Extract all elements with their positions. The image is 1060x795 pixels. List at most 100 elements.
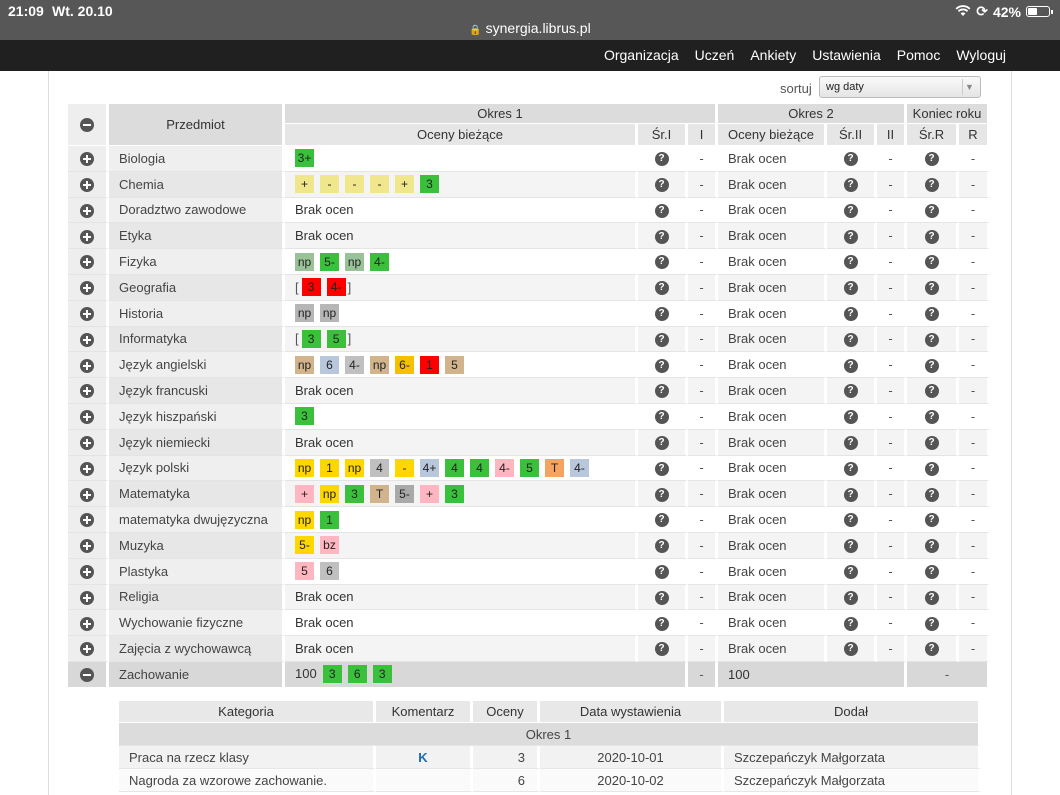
grade-badge[interactable]: 5- [395,484,414,503]
avg2-cell[interactable]: ? [827,352,877,379]
avg2-cell[interactable]: ? [827,481,877,508]
avg2-cell[interactable]: ? [827,584,877,611]
grade-badge[interactable]: 6 [320,562,339,581]
avg1-cell[interactable]: ? [638,223,688,250]
avgR-cell[interactable]: ? [907,610,959,637]
expand-button[interactable] [68,223,109,250]
avgR-cell[interactable]: ? [907,532,959,559]
grade-badge[interactable]: 3 [345,484,364,503]
avg2-cell[interactable]: ? [827,610,877,637]
grade-badge[interactable]: 3 [372,665,392,684]
expand-button[interactable] [68,171,109,198]
avgR-cell[interactable]: ? [907,197,959,224]
expand-button[interactable] [68,274,109,301]
expand-button[interactable] [68,610,109,637]
grade-badge[interactable]: np [295,252,314,271]
grade-badge[interactable]: 5 [445,355,464,374]
grade-badge[interactable]: - [320,175,339,194]
avg2-cell[interactable]: ? [827,636,877,662]
avgR-cell[interactable]: ? [907,636,959,662]
avg1-cell[interactable]: ? [638,197,688,224]
expand-button[interactable] [68,249,109,275]
grade-badge[interactable]: - [395,458,414,477]
avg1-cell[interactable]: ? [638,378,688,404]
expand-button[interactable] [68,300,109,327]
grade-badge[interactable]: 1 [420,355,439,374]
expand-button[interactable] [68,584,109,611]
grade-badge[interactable]: 5 [295,562,314,581]
grade-badge[interactable]: 5 [326,329,346,348]
avgR-cell[interactable]: ? [907,584,959,611]
nav-link[interactable]: Pomoc [896,47,941,63]
grade-badge[interactable]: np [295,355,314,374]
grade-badge[interactable]: np [295,458,314,477]
grade-badge[interactable]: 3 [420,175,439,194]
avg2-cell[interactable]: ? [827,507,877,533]
avgR-cell[interactable]: ? [907,223,959,250]
grade-badge[interactable]: 3+ [295,149,314,168]
expand-button[interactable] [68,481,109,508]
expand-button[interactable] [68,558,109,585]
avg1-cell[interactable]: ? [638,481,688,508]
avg1-cell[interactable]: ? [638,429,688,456]
sort-select[interactable]: wg daty ▼ [819,76,981,98]
grade-badge[interactable]: T [370,484,389,503]
avgR-cell[interactable]: ? [907,352,959,379]
avgR-cell[interactable]: ? [907,429,959,456]
grade-badge[interactable]: 6- [395,355,414,374]
expand-button[interactable] [68,429,109,456]
avg1-cell[interactable]: ? [638,610,688,637]
grade-badge[interactable]: + [395,175,414,194]
grade-badge[interactable]: 3 [445,484,464,503]
avg2-cell[interactable]: ? [827,403,877,430]
avg1-cell[interactable]: ? [638,326,688,353]
collapse-behaviour-button[interactable] [68,661,109,688]
nav-link[interactable]: Ankiety [750,47,797,63]
grade-badge[interactable]: + [295,175,314,194]
grade-badge[interactable]: bz [320,536,339,555]
avg2-cell[interactable]: ? [827,223,877,250]
grade-badge[interactable]: 4- [370,252,389,271]
expand-button[interactable] [68,378,109,404]
grade-badge[interactable]: 6 [320,355,339,374]
grade-badge[interactable]: 5- [295,536,314,555]
avg1-cell[interactable]: ? [638,403,688,430]
grade-badge[interactable]: np [370,355,389,374]
avgR-cell[interactable]: ? [907,455,959,482]
collapse-all-button[interactable] [68,104,109,146]
grade-badge[interactable]: T [545,458,564,477]
grade-badge[interactable]: 4- [495,458,514,477]
avg1-cell[interactable]: ? [638,352,688,379]
expand-button[interactable] [68,532,109,559]
avg2-cell[interactable]: ? [827,326,877,353]
grade-badge[interactable]: 3 [301,278,321,297]
grade-badge[interactable]: 4- [326,278,346,297]
avg1-cell[interactable]: ? [638,455,688,482]
avgR-cell[interactable]: ? [907,403,959,430]
grade-badge[interactable]: 3 [322,665,342,684]
expand-button[interactable] [68,146,109,172]
avg2-cell[interactable]: ? [827,197,877,224]
avgR-cell[interactable]: ? [907,249,959,275]
expand-button[interactable] [68,352,109,379]
avg1-cell[interactable]: ? [638,532,688,559]
grade-badge[interactable]: np [345,458,364,477]
avg2-cell[interactable]: ? [827,146,877,172]
grade-badge[interactable]: np [295,304,314,323]
grade-badge[interactable]: 3 [295,407,314,426]
avg2-cell[interactable]: ? [827,378,877,404]
grade-badge[interactable]: 4 [470,458,489,477]
avg2-cell[interactable]: ? [827,274,877,301]
grade-badge[interactable]: - [345,175,364,194]
avgR-cell[interactable]: ? [907,274,959,301]
grade-badge[interactable]: 4+ [420,458,439,477]
avg2-cell[interactable]: ? [827,300,877,327]
grade-badge[interactable]: np [345,252,364,271]
avgR-cell[interactable]: ? [907,171,959,198]
nav-link[interactable]: Uczeń [694,47,735,63]
grade-badge[interactable]: 1 [320,458,339,477]
avg2-cell[interactable]: ? [827,532,877,559]
expand-button[interactable] [68,455,109,482]
avgR-cell[interactable]: ? [907,300,959,327]
avg1-cell[interactable]: ? [638,300,688,327]
